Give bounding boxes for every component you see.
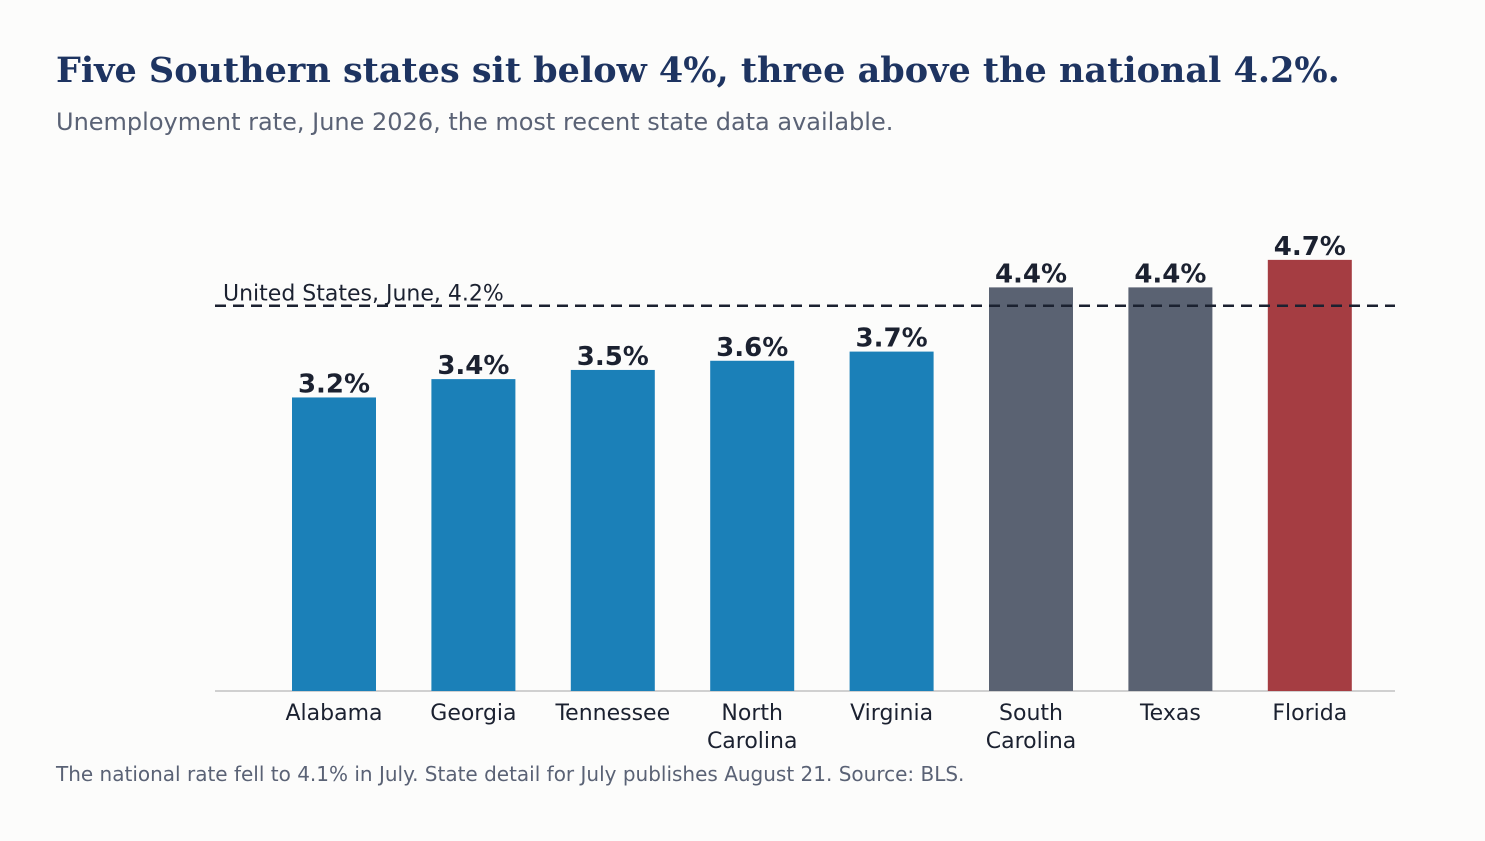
value-label-virginia: 3.7% <box>856 324 928 354</box>
category-label-north-carolina: North Carolina <box>707 701 798 754</box>
bars-group <box>215 259 1395 692</box>
bar-georgia <box>431 379 516 691</box>
category-label-tennessee: Tennessee <box>554 701 670 726</box>
bar-tennessee <box>570 369 655 691</box>
value-label-north-carolina: 3.6% <box>716 333 788 363</box>
bar-south-carolina <box>989 287 1073 691</box>
value-label-florida: 4.7% <box>1274 232 1346 262</box>
bar-florida <box>1267 259 1352 691</box>
bar-texas <box>1128 287 1213 691</box>
value-label-georgia: 3.4% <box>437 351 509 381</box>
bar-alabama <box>292 397 376 691</box>
category-label-alabama: Alabama <box>285 701 382 726</box>
bar-north-carolina <box>710 360 795 691</box>
category-label-texas: Texas <box>1139 701 1201 726</box>
category-label-georgia: Georgia <box>430 701 516 726</box>
bar-virginia <box>849 351 934 691</box>
category-label-virginia: Virginia <box>850 701 933 726</box>
category-labels-group: Alabama Georgia Tennessee North Carolina Virg… <box>285 701 1347 754</box>
value-label-south-carolina: 4.4% <box>995 259 1067 289</box>
category-label-south-carolina: South Carolina <box>986 701 1077 754</box>
reference-line-group: United States, June, 4.2% <box>215 282 1395 307</box>
footnote: The national rate fell to 4.1% in July. … <box>56 762 965 786</box>
category-label-florida: Florida <box>1272 701 1347 726</box>
value-label-texas: 4.4% <box>1134 259 1206 289</box>
chart-title: Five Southern states sit below 4%, three… <box>56 50 1340 91</box>
reference-line-label: United States, June, 4.2% <box>223 282 504 307</box>
value-label-alabama: 3.2% <box>298 369 370 399</box>
value-label-tennessee: 3.5% <box>577 342 649 372</box>
value-labels-group: 3.2% 3.4% 3.5% 3.6% 3.7% 4.4% 4.4% 4.7% <box>298 232 1346 400</box>
chart-subtitle: Unemployment rate, June 2026, the most r… <box>56 108 894 136</box>
